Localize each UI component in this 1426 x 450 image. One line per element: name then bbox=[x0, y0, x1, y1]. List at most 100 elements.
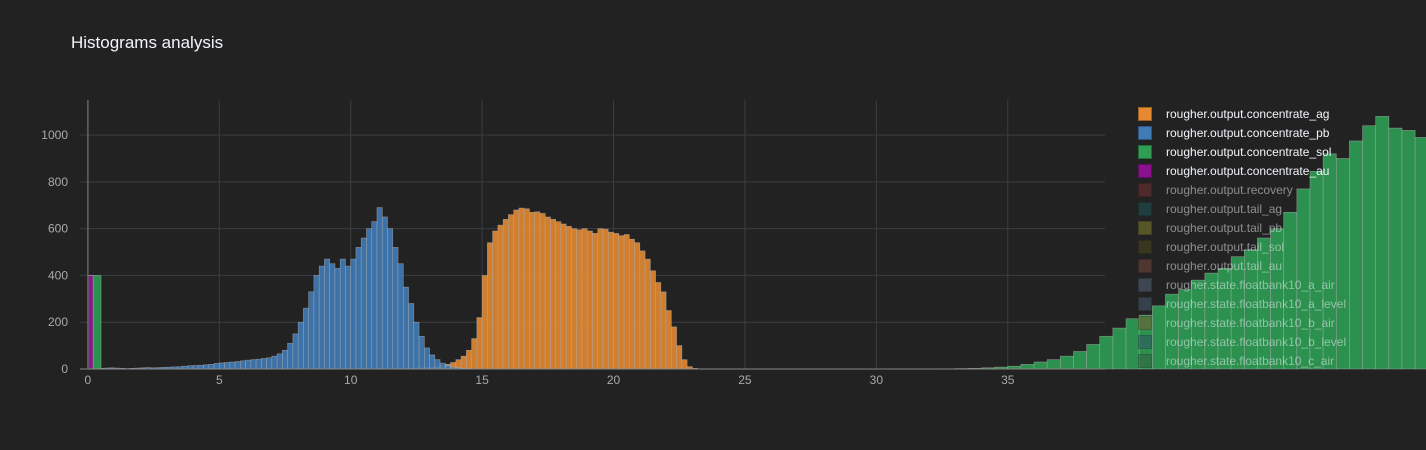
bar[interactable] bbox=[597, 228, 604, 370]
bar[interactable] bbox=[229, 361, 236, 370]
bar[interactable] bbox=[381, 216, 388, 370]
bar[interactable] bbox=[324, 258, 330, 370]
bar[interactable] bbox=[387, 228, 394, 370]
bar[interactable] bbox=[224, 362, 231, 370]
bar[interactable] bbox=[213, 363, 220, 370]
bar[interactable] bbox=[429, 354, 436, 370]
bar[interactable] bbox=[634, 242, 641, 370]
bar[interactable] bbox=[266, 357, 273, 370]
bar[interactable] bbox=[586, 230, 593, 370]
bar[interactable] bbox=[287, 342, 294, 370]
bar[interactable] bbox=[250, 359, 257, 370]
bar[interactable] bbox=[1086, 344, 1101, 370]
bar[interactable] bbox=[1112, 327, 1127, 370]
bar[interactable] bbox=[355, 247, 362, 370]
legend-item[interactable]: rougher.output.recovery bbox=[1138, 180, 1346, 199]
bar[interactable] bbox=[529, 211, 535, 370]
bar[interactable] bbox=[460, 355, 467, 370]
bar[interactable] bbox=[87, 275, 94, 370]
legend-item[interactable]: rougher.output.concentrate_sol bbox=[1138, 142, 1346, 161]
bar[interactable] bbox=[445, 365, 451, 370]
bar[interactable] bbox=[434, 359, 441, 370]
bar[interactable] bbox=[339, 258, 346, 370]
bar[interactable] bbox=[413, 321, 420, 370]
bar[interactable] bbox=[423, 347, 430, 370]
bar[interactable] bbox=[1073, 351, 1087, 370]
bar[interactable] bbox=[418, 335, 425, 370]
bar[interactable] bbox=[466, 349, 472, 370]
bar[interactable] bbox=[655, 282, 662, 370]
bar[interactable] bbox=[492, 230, 499, 370]
bar[interactable] bbox=[560, 223, 567, 370]
bar[interactable] bbox=[376, 207, 383, 370]
bar[interactable] bbox=[397, 263, 404, 370]
bar[interactable] bbox=[245, 359, 252, 370]
bar[interactable] bbox=[476, 317, 483, 370]
bar[interactable] bbox=[1362, 125, 1377, 370]
bar[interactable] bbox=[571, 228, 578, 370]
bar[interactable] bbox=[607, 231, 614, 370]
bar[interactable] bbox=[303, 307, 309, 370]
bar[interactable] bbox=[602, 228, 609, 370]
bar[interactable] bbox=[534, 211, 541, 370]
bar[interactable] bbox=[240, 360, 246, 370]
bar[interactable] bbox=[308, 291, 315, 370]
bar[interactable] bbox=[350, 258, 357, 370]
bar[interactable] bbox=[276, 353, 283, 370]
bar[interactable] bbox=[271, 355, 278, 370]
bar[interactable] bbox=[523, 208, 530, 370]
bar[interactable] bbox=[360, 237, 367, 370]
bar[interactable] bbox=[392, 247, 399, 370]
bar[interactable] bbox=[628, 238, 635, 370]
bar[interactable] bbox=[487, 242, 493, 370]
bar[interactable] bbox=[576, 229, 583, 370]
bar[interactable] bbox=[660, 291, 667, 370]
legend-item[interactable]: rougher.state.floatbank10_b_level bbox=[1138, 332, 1346, 351]
bar[interactable] bbox=[544, 216, 551, 370]
bar[interactable] bbox=[329, 263, 336, 370]
legend-item[interactable]: rougher.output.concentrate_ag bbox=[1138, 104, 1346, 123]
legend-item[interactable]: rougher.output.tail_ag bbox=[1138, 199, 1346, 218]
bar[interactable] bbox=[197, 364, 204, 370]
bar[interactable] bbox=[508, 214, 514, 370]
bar[interactable] bbox=[618, 235, 625, 370]
bar[interactable] bbox=[313, 275, 320, 370]
legend-item[interactable]: rougher.output.concentrate_au bbox=[1138, 161, 1346, 180]
bar[interactable] bbox=[1099, 335, 1114, 370]
bar[interactable] bbox=[408, 303, 415, 370]
bar[interactable] bbox=[282, 349, 288, 370]
bar[interactable] bbox=[345, 265, 352, 370]
bar[interactable] bbox=[1033, 361, 1048, 370]
bar[interactable] bbox=[539, 213, 546, 370]
legend-item[interactable]: rougher.state.floatbank10_c_air bbox=[1138, 351, 1346, 370]
legend-item[interactable]: rougher.state.floatbank10_b_air bbox=[1138, 313, 1346, 332]
bar[interactable] bbox=[665, 310, 672, 370]
bar[interactable] bbox=[1349, 140, 1363, 370]
bar[interactable] bbox=[681, 359, 688, 370]
bar[interactable] bbox=[261, 358, 267, 370]
bar[interactable] bbox=[592, 233, 599, 370]
legend-item[interactable]: rougher.state.floatbank10_a_air bbox=[1138, 275, 1346, 294]
bar[interactable] bbox=[481, 275, 488, 370]
bar[interactable] bbox=[639, 250, 646, 370]
bar[interactable] bbox=[502, 218, 509, 370]
bar[interactable] bbox=[292, 333, 299, 370]
bar[interactable] bbox=[218, 362, 225, 370]
bar[interactable] bbox=[192, 365, 199, 370]
bar[interactable] bbox=[1060, 355, 1074, 370]
bar[interactable] bbox=[371, 221, 378, 370]
bar[interactable] bbox=[471, 338, 478, 370]
bar[interactable] bbox=[234, 361, 241, 370]
bar[interactable] bbox=[676, 345, 683, 370]
bar[interactable] bbox=[650, 270, 656, 370]
bar[interactable] bbox=[513, 209, 520, 370]
bar[interactable] bbox=[623, 234, 630, 370]
bar[interactable] bbox=[1375, 116, 1390, 370]
bar[interactable] bbox=[366, 228, 373, 370]
bar[interactable] bbox=[255, 358, 262, 370]
bar[interactable] bbox=[550, 218, 557, 370]
bar[interactable] bbox=[203, 364, 210, 370]
bar[interactable] bbox=[497, 224, 504, 370]
legend-item[interactable]: rougher.output.tail_sol bbox=[1138, 237, 1346, 256]
legend-item[interactable]: rougher.output.tail_au bbox=[1138, 256, 1346, 275]
